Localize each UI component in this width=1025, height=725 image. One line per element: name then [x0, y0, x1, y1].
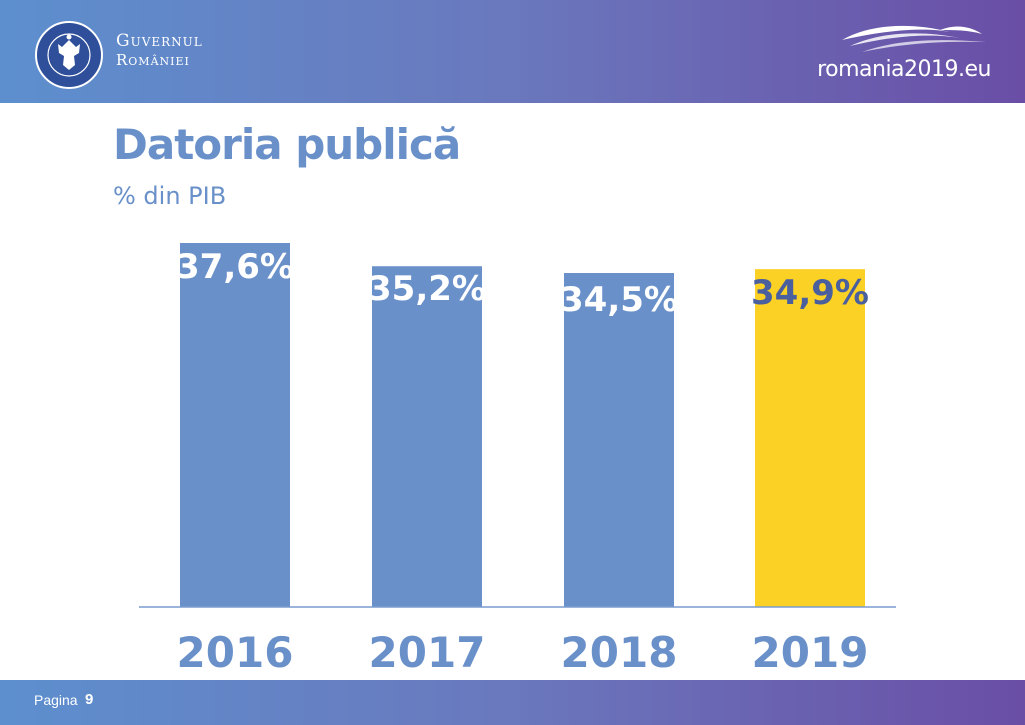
category-label-2017: 2017 — [369, 628, 486, 677]
government-name-line2: României — [116, 51, 190, 69]
category-label-2018: 2018 — [561, 628, 678, 677]
category-label-2019: 2019 — [752, 628, 869, 677]
footer-bar — [0, 680, 1025, 725]
data-label-2018: 34,5% — [560, 280, 678, 320]
bar-2017 — [372, 266, 482, 607]
chart-subtitle: % din PIB — [113, 182, 227, 210]
page-label: Pagina — [34, 692, 78, 708]
bar-2016 — [180, 243, 290, 607]
page-number: 9 — [85, 691, 94, 708]
site-url: romania2019.eu — [817, 57, 991, 82]
romania2019-logo-icon — [842, 25, 986, 52]
government-name-line1: Guvernul — [116, 31, 203, 51]
category-label-2016: 2016 — [177, 628, 294, 677]
government-name: Guvernul României — [116, 32, 203, 70]
bar-2019 — [755, 269, 865, 607]
header-bar: Guvernul României romania2019.eu — [0, 0, 1025, 103]
bar-2018 — [564, 273, 674, 607]
government-seal-icon — [35, 21, 103, 89]
chart-title: Datoria publică — [113, 120, 461, 169]
data-label-2017: 35,2% — [368, 269, 486, 309]
data-label-2016: 37,6% — [176, 247, 294, 287]
data-label-2019: 34,9% — [751, 273, 869, 313]
